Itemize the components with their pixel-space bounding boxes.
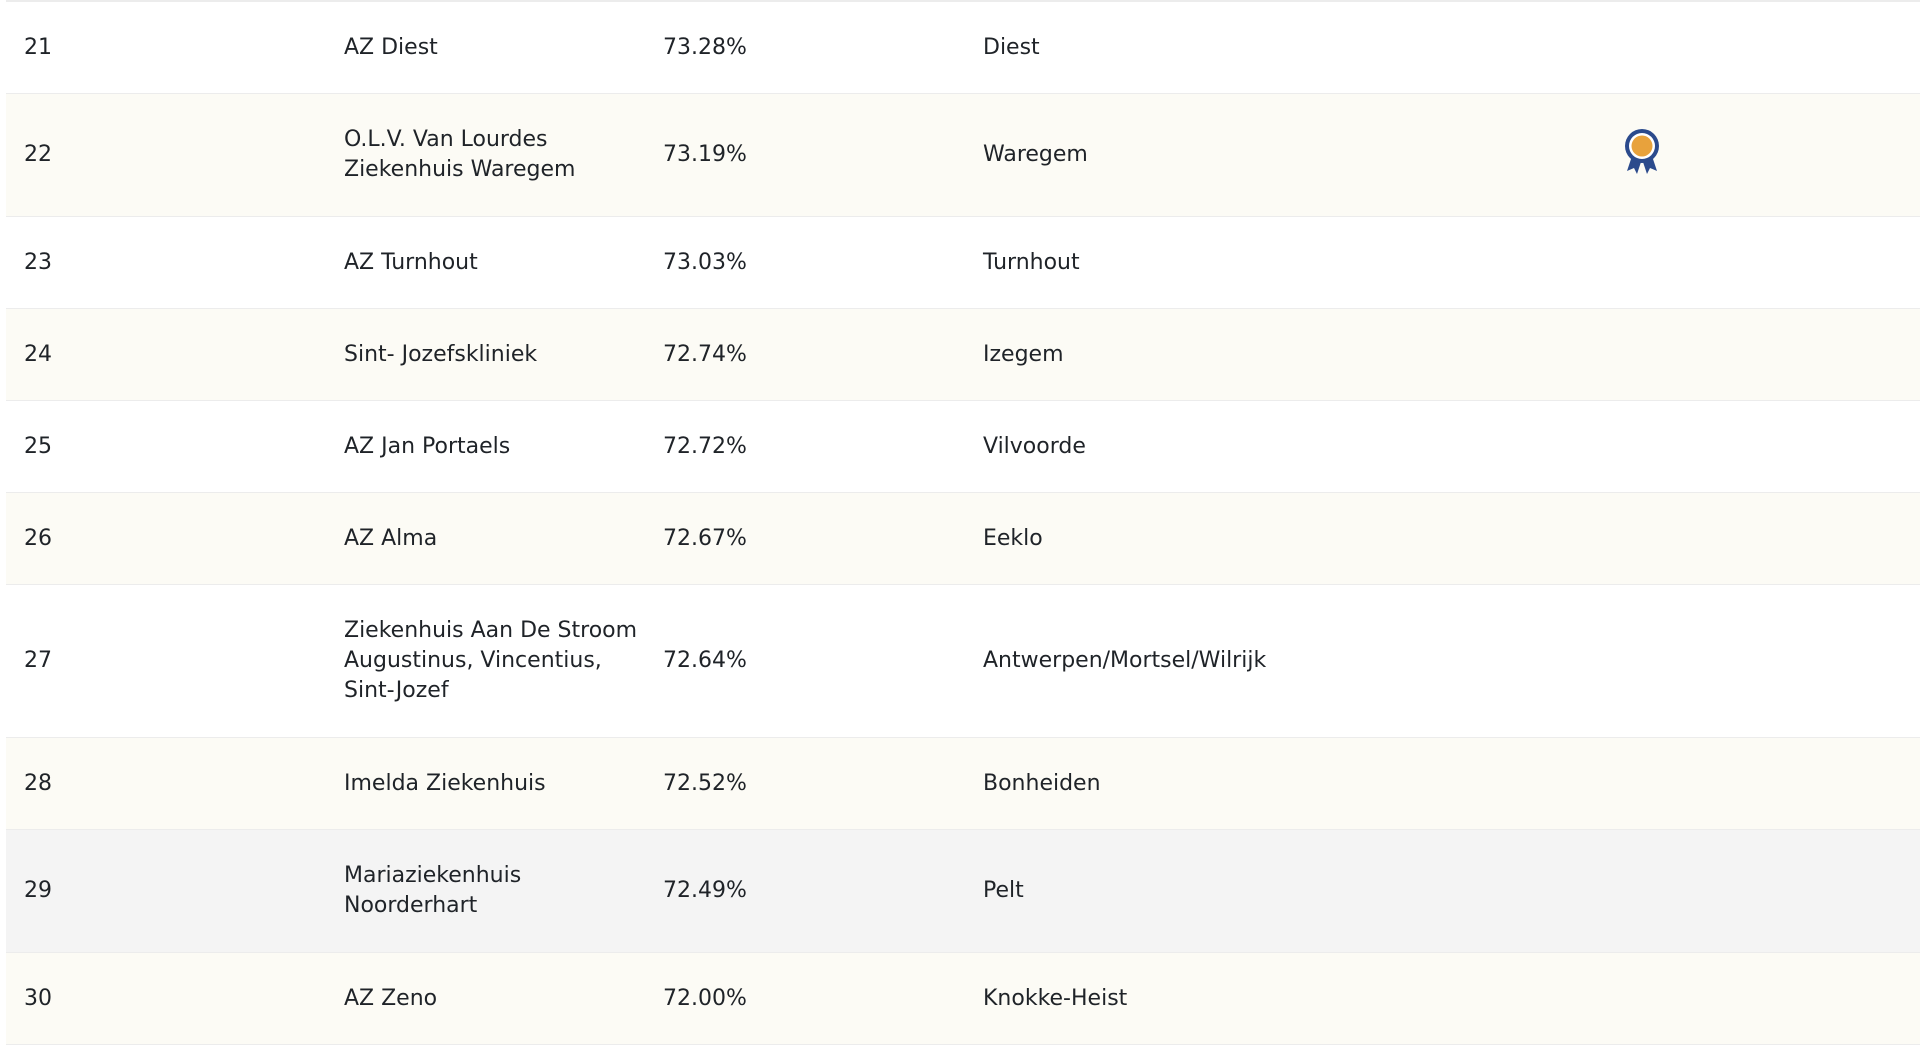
rank-cell: 29 — [24, 878, 52, 903]
award-cell — [1623, 127, 1920, 184]
table-row[interactable]: 28 Imelda Ziekenhuis 72.52% Bonheiden — [6, 738, 1920, 830]
city-cell: Izegem — [983, 341, 1064, 367]
rank-cell: 25 — [24, 433, 52, 459]
score-cell: 72.74% — [663, 341, 747, 367]
city-cell: Turnhout — [983, 249, 1080, 275]
city-cell: Pelt — [983, 878, 1024, 903]
hospital-name-cell: AZ Zeno — [344, 985, 438, 1011]
hospital-name-cell: O.L.V. Van Lourdes Ziekenhuis Waregem — [344, 127, 576, 182]
table-row[interactable]: 22 O.L.V. Van Lourdes Ziekenhuis Waregem… — [6, 94, 1920, 217]
table-row[interactable]: 21 AZ Diest 73.28% Diest — [6, 2, 1920, 94]
hospital-name-cell: AZ Alma — [344, 525, 438, 551]
hospital-name-cell: AZ Diest — [344, 34, 438, 60]
score-cell: 73.28% — [663, 34, 747, 60]
award-ribbon-icon — [1623, 127, 1661, 175]
rank-cell: 28 — [24, 770, 52, 796]
score-cell: 73.03% — [663, 249, 747, 275]
score-cell: 72.67% — [663, 525, 747, 551]
score-cell: 72.72% — [663, 433, 747, 459]
table-row[interactable]: 26 AZ Alma 72.67% Eeklo — [6, 493, 1920, 585]
hospital-name-cell: AZ Jan Portaels — [344, 433, 511, 459]
ranking-table: 21 AZ Diest 73.28% Diest 22 O.L.V. Van L… — [6, 0, 1920, 1045]
hospital-name-cell: Sint- Jozefskliniek — [344, 341, 538, 367]
table-row[interactable]: 29 Mariaziekenhuis Noorderhart 72.49% Pe… — [6, 830, 1920, 953]
table-row[interactable]: 24 Sint- Jozefskliniek 72.74% Izegem — [6, 309, 1920, 401]
city-cell: Diest — [983, 34, 1040, 60]
score-cell: 72.49% — [663, 878, 747, 903]
city-cell: Waregem — [983, 142, 1088, 167]
city-cell: Bonheiden — [983, 770, 1101, 796]
score-cell: 72.64% — [663, 648, 747, 673]
rank-cell: 30 — [24, 985, 52, 1011]
hospital-name-cell: Imelda Ziekenhuis — [344, 770, 546, 796]
score-cell: 72.52% — [663, 770, 747, 796]
hospital-name-cell: Mariaziekenhuis Noorderhart — [344, 863, 522, 918]
hospital-name-cell: AZ Turnhout — [344, 249, 478, 275]
city-cell: Antwerpen/Mortsel/Wilrijk — [983, 648, 1267, 673]
table-row[interactable]: 27 Ziekenhuis Aan De Stroom Augustinus, … — [6, 585, 1920, 738]
score-cell: 73.19% — [663, 142, 747, 167]
rank-cell: 27 — [24, 648, 52, 673]
city-cell: Eeklo — [983, 525, 1043, 551]
rank-cell: 22 — [24, 142, 52, 167]
table-row[interactable]: 30 AZ Zeno 72.00% Knokke-Heist — [6, 953, 1920, 1045]
table-row[interactable]: 23 AZ Turnhout 73.03% Turnhout — [6, 217, 1920, 309]
rank-cell: 21 — [24, 34, 52, 60]
city-cell: Vilvoorde — [983, 433, 1086, 459]
city-cell: Knokke-Heist — [983, 985, 1128, 1011]
hospital-name-cell: Ziekenhuis Aan De Stroom Augustinus, Vin… — [344, 618, 638, 703]
rank-cell: 23 — [24, 249, 52, 275]
table-row[interactable]: 25 AZ Jan Portaels 72.72% Vilvoorde — [6, 401, 1920, 493]
rank-cell: 24 — [24, 341, 52, 367]
rank-cell: 26 — [24, 525, 52, 551]
score-cell: 72.00% — [663, 985, 747, 1011]
